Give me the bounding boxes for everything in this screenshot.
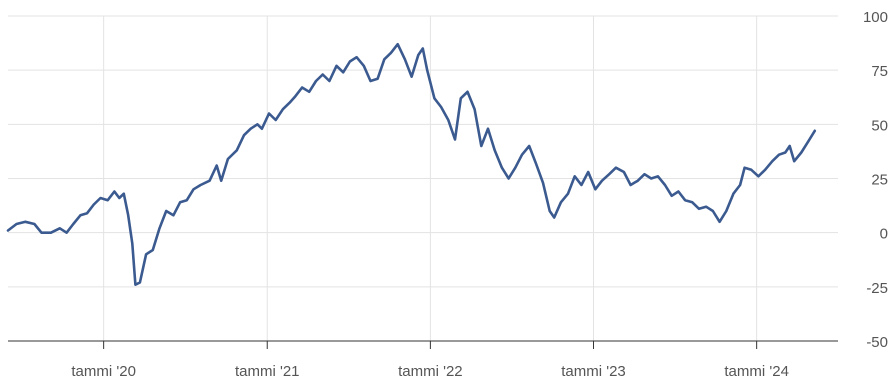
y-grid-lines [8,15,838,288]
series-line [6,42,817,286]
y-tick-label: -50 [866,334,888,351]
y-tick-label: -25 [866,280,888,297]
x-tick-label: tammi '20 [71,363,136,380]
y-tick-label: 25 [871,172,888,189]
y-tick-label: 50 [871,117,888,134]
series-layer [6,42,817,286]
x-tick-label: tammi '24 [724,363,789,380]
y-tick-label: 100 [863,9,888,26]
x-grid-lines [103,16,758,341]
x-tick-label: tammi '22 [398,363,463,380]
x-axis [8,340,838,349]
x-axis-labels: tammi '20 tammi '21 tammi '22 tammi '23 tamm… [71,363,789,380]
y-tick-label: 0 [880,226,888,243]
x-tick-label: tammi '23 [561,363,626,380]
y-axis-labels: 100 75 50 25 0 -25 -50 [863,9,888,351]
y-tick-label: 75 [871,63,888,80]
x-tick-label: tammi '21 [235,363,300,380]
